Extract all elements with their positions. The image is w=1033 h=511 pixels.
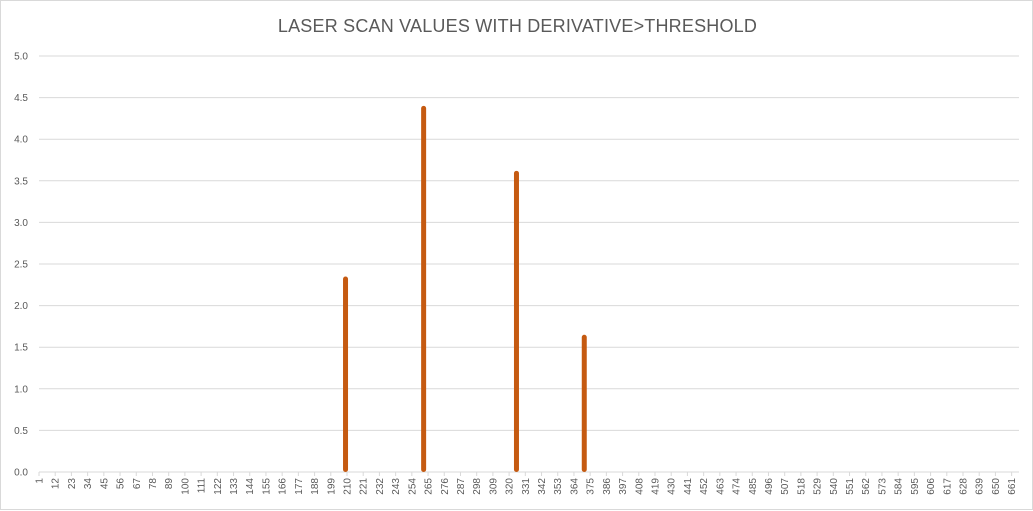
- x-tick-label: 276: [440, 478, 451, 495]
- x-tick-label: 364: [569, 478, 580, 495]
- x-tick-label: 166: [278, 478, 289, 495]
- x-tick-label: 188: [310, 478, 321, 495]
- x-tick-label: 45: [99, 478, 110, 490]
- data-bar: [581, 334, 587, 472]
- x-tick-label: 375: [586, 478, 597, 495]
- x-tick-label: 78: [148, 478, 159, 490]
- x-tick-label: 34: [83, 478, 94, 490]
- x-tick-label: 628: [959, 478, 970, 495]
- y-tick-label: 3.0: [14, 218, 28, 229]
- y-tick-label: 0.0: [14, 468, 28, 479]
- y-tick-label: 1.5: [14, 343, 28, 354]
- x-tick-label: 155: [261, 478, 272, 495]
- x-tick-label: 452: [699, 478, 710, 495]
- x-tick-label: 408: [634, 478, 645, 495]
- y-tick-label: 2.0: [14, 301, 28, 312]
- y-tick-label: 4.0: [14, 135, 28, 146]
- x-tick-label: 518: [796, 478, 807, 495]
- x-tick-label: 243: [391, 478, 402, 495]
- x-tick-label: 397: [618, 478, 629, 495]
- x-tick-label: 463: [715, 478, 726, 495]
- x-tick-label: 12: [51, 478, 62, 490]
- x-tick-label: 265: [424, 478, 435, 495]
- x-tick-label: 441: [683, 478, 694, 495]
- chart-title: LASER SCAN VALUES WITH DERIVATIVE>THRESH…: [277, 16, 758, 36]
- x-tick-label: 67: [132, 478, 143, 490]
- x-tick-label: 496: [764, 478, 775, 495]
- x-tick-label: 1: [35, 478, 46, 484]
- x-tick-label: 177: [294, 478, 305, 495]
- x-tick-label: 639: [975, 478, 986, 495]
- y-tick-label: 1.0: [14, 384, 28, 395]
- x-tick-label: 562: [861, 478, 872, 495]
- x-tick-label: 606: [926, 478, 937, 495]
- x-tick-label: 100: [180, 478, 191, 495]
- x-tick-label: 309: [488, 478, 499, 495]
- y-tick-label: 3.5: [14, 176, 28, 187]
- x-tick-label: 595: [910, 478, 921, 495]
- x-tick-label: 331: [521, 478, 532, 495]
- x-tick-label: 254: [407, 478, 418, 495]
- x-tick-label: 661: [1007, 478, 1018, 495]
- x-tick-label: 485: [748, 478, 759, 495]
- x-tick-label: 210: [343, 478, 354, 495]
- x-tick-label: 111: [197, 478, 208, 494]
- x-tick-label: 23: [67, 478, 78, 490]
- x-tick-label: 573: [877, 478, 888, 495]
- x-tick-label: 232: [375, 478, 386, 495]
- y-tick-label: 5.0: [14, 52, 28, 63]
- x-tick-label: 199: [326, 478, 337, 495]
- data-bar: [421, 105, 427, 473]
- x-tick-label: 474: [732, 478, 743, 495]
- x-tick-label: 386: [602, 478, 613, 495]
- x-tick-label: 122: [213, 478, 224, 495]
- x-tick-label: 617: [942, 478, 953, 495]
- x-tick-label: 529: [813, 478, 824, 495]
- x-tick-label: 221: [359, 478, 370, 495]
- x-tick-label: 298: [472, 478, 483, 495]
- x-tick-label: 89: [164, 478, 175, 490]
- x-tick-label: 584: [894, 478, 905, 495]
- y-tick-label: 4.5: [14, 93, 28, 104]
- y-tick-label: 2.5: [14, 260, 28, 271]
- x-tick-label: 551: [845, 478, 856, 495]
- x-tick-label: 540: [829, 478, 840, 495]
- x-tick-label: 56: [116, 478, 127, 490]
- data-bar: [513, 170, 519, 473]
- x-tick-label: 342: [537, 478, 548, 495]
- x-tick-label: 353: [553, 478, 564, 495]
- x-tick-label: 133: [229, 478, 240, 495]
- data-bar: [343, 276, 349, 472]
- x-tick-label: 650: [991, 478, 1002, 495]
- x-tick-label: 144: [245, 478, 256, 495]
- x-tick-label: 287: [456, 478, 467, 495]
- x-tick-label: 507: [780, 478, 791, 495]
- x-tick-label: 320: [505, 478, 516, 495]
- x-tick-label: 430: [667, 478, 678, 495]
- y-tick-label: 0.5: [14, 426, 28, 437]
- x-tick-label: 419: [651, 478, 662, 495]
